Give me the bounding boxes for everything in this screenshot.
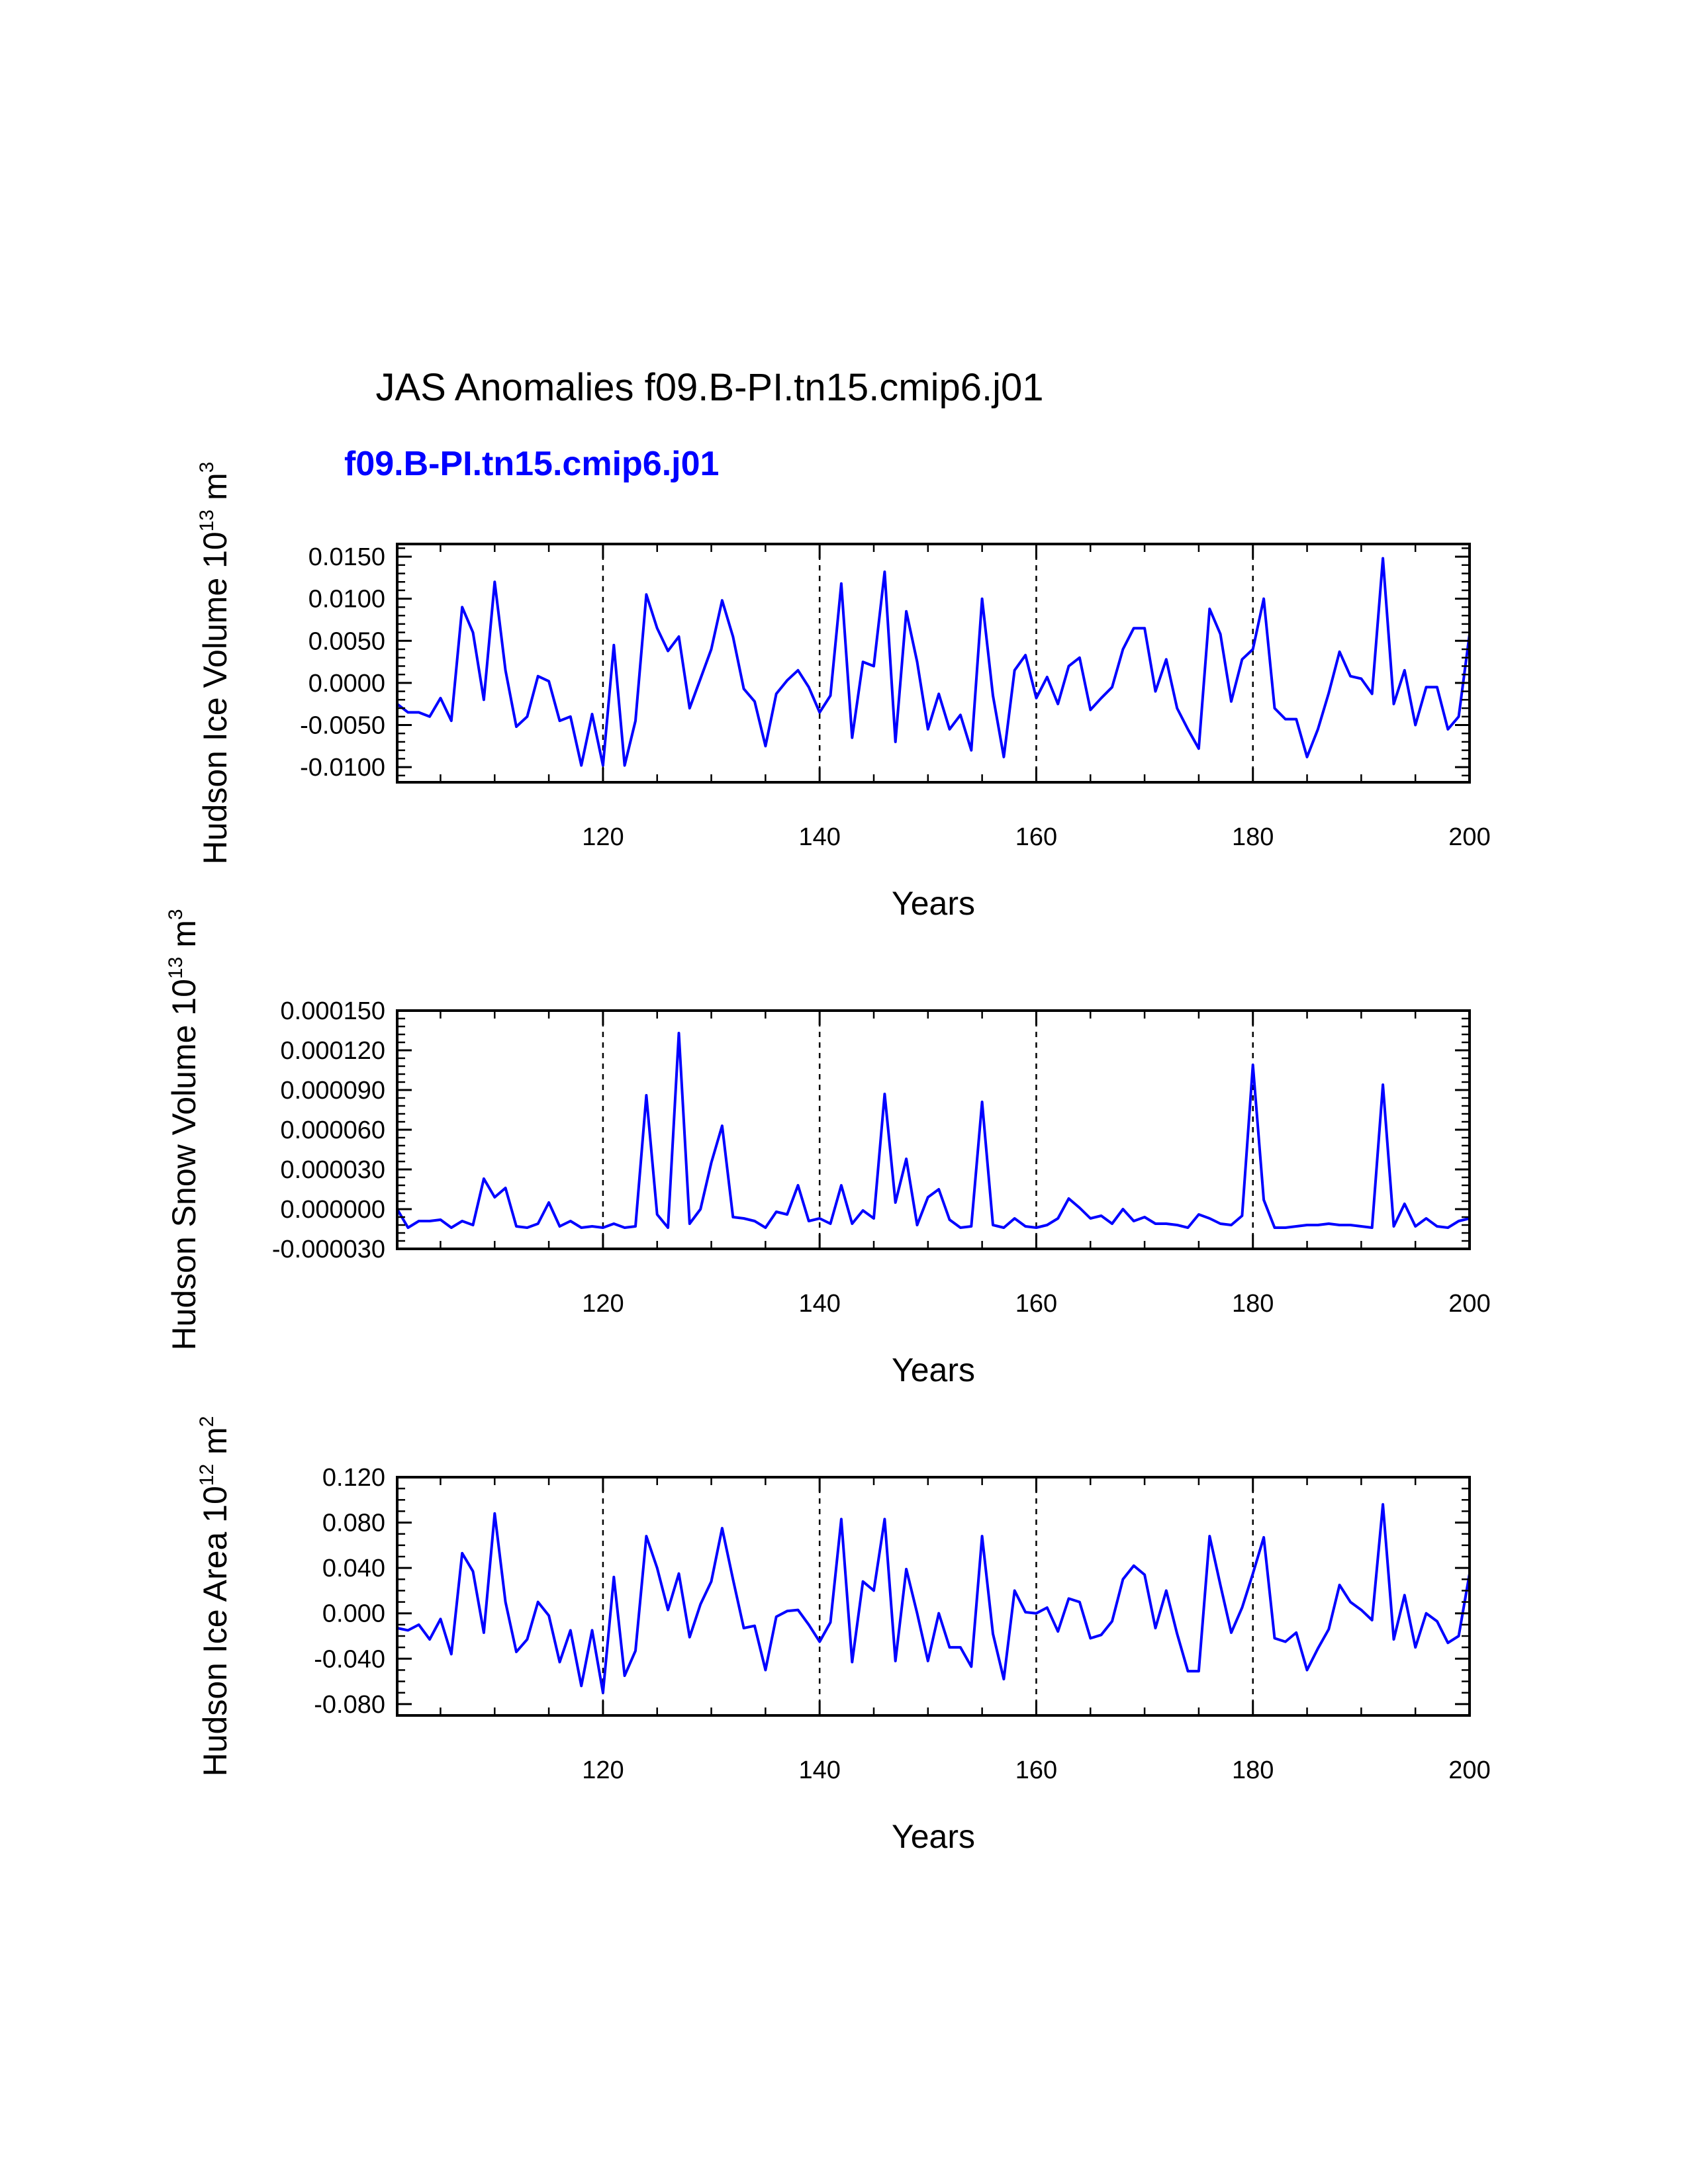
plot-frame	[396, 1476, 1471, 1717]
plot-frame	[396, 1009, 1471, 1250]
x-tick-label: 120	[582, 1290, 624, 1318]
y-tick-label: 0.080	[322, 1510, 385, 1537]
y-tick-label: -0.000030	[272, 1236, 385, 1263]
x-tick-label: 200	[1448, 823, 1490, 851]
snow-volume-panel: 120 140 160 180 200 -0.000030 0.000000 0.000030…	[165, 909, 1491, 1388]
y-tick-label: 0.000060	[281, 1116, 386, 1144]
y-axis-title: Hudson Ice Area 1012 m2	[196, 1416, 234, 1777]
x-tick-label: 180	[1232, 823, 1274, 851]
x-tick-label: 120	[582, 1756, 624, 1784]
case-label: f09.B-PI.tn15.cmip6.j01	[344, 445, 719, 483]
ice-volume-panel: 120 140 160 180 200 -0.0100 -0.0050 0.0000 0.005…	[196, 462, 1491, 922]
y-tick-label: 0.0050	[308, 627, 385, 655]
x-axis-title: Years	[892, 1818, 975, 1855]
figure-title: JAS Anomalies f09.B-PI.tn15.cmip6.j01	[375, 366, 1043, 409]
y-tick-label: 0.000	[322, 1600, 385, 1628]
plot-frame	[396, 543, 1471, 784]
x-axis-title: Years	[892, 1351, 975, 1388]
snow-volume-series-line	[396, 1032, 1470, 1229]
y-tick-label: 0.000150	[281, 997, 386, 1025]
y-axis-title: Hudson Ice Volume 1013 m3	[196, 462, 234, 865]
y-tick-label: 0.000090	[281, 1077, 386, 1105]
ice-volume-series-line	[396, 557, 1471, 767]
ice-area-series-line	[397, 1503, 1471, 1694]
x-tick-label: 120	[582, 823, 624, 851]
y-tick-label: 0.0150	[308, 543, 385, 571]
x-tick-label: 160	[1015, 823, 1057, 851]
y-axis-title: Hudson Snow Volume 1013 m3	[165, 909, 203, 1350]
y-tick-label: -0.0100	[300, 754, 385, 782]
y-tick-label: 0.000120	[281, 1037, 386, 1065]
y-tick-label: 0.0100	[308, 586, 385, 614]
x-tick-label: 140	[798, 1290, 840, 1318]
x-tick-label: 140	[798, 823, 840, 851]
y-tick-label: -0.0050	[300, 711, 385, 739]
x-tick-label: 160	[1015, 1290, 1057, 1318]
x-tick-label: 180	[1232, 1756, 1274, 1784]
y-tick-label: 0.120	[322, 1464, 385, 1492]
x-tick-label: 200	[1448, 1290, 1490, 1318]
x-tick-label: 200	[1448, 1756, 1490, 1784]
x-tick-label: 160	[1015, 1756, 1057, 1784]
x-axis-title: Years	[892, 885, 975, 922]
y-tick-label: 0.000000	[281, 1196, 386, 1224]
y-tick-label: 0.000030	[281, 1156, 386, 1184]
y-tick-label: -0.080	[314, 1691, 385, 1719]
x-tick-label: 140	[798, 1756, 840, 1784]
y-tick-label: 0.0000	[308, 670, 385, 698]
x-tick-label: 180	[1232, 1290, 1274, 1318]
y-tick-label: -0.040	[314, 1645, 385, 1673]
ice-area-panel: 120 140 160 180 200 -0.080 -0.040 0.000 0.040 0.0…	[196, 1416, 1491, 1855]
y-tick-label: 0.040	[322, 1555, 385, 1582]
